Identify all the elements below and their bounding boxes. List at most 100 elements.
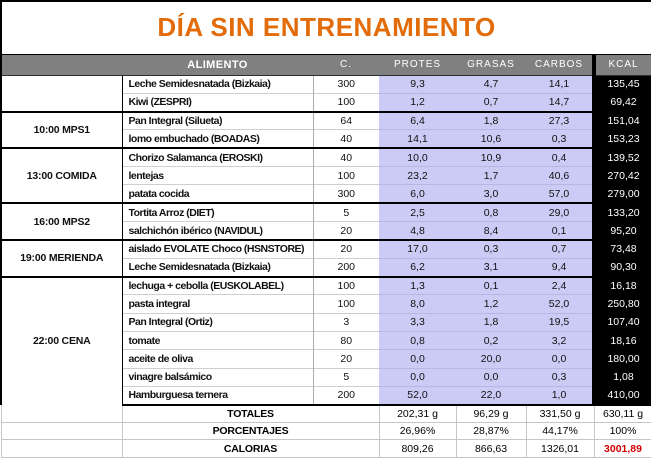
food-row: salchichón ibérico (NAVIDUL) 20 4,8 8,4 0,1 9… <box>1 221 651 240</box>
protein-cell: 0,0 <box>379 367 456 387</box>
carbs-cell: 27,3 <box>526 110 594 130</box>
food-row: Leche Semidesnatada (Bizkaia) 300 9,3 4,7 14… <box>0 75 651 112</box>
fat-cell: 10,6 <box>456 129 526 149</box>
fat-cell: 10,9 <box>456 147 526 167</box>
food-name-cell: tomate <box>122 331 314 350</box>
summary-carbs-value: 1326,01 <box>525 439 595 458</box>
col-header-protes: PROTES <box>379 54 456 76</box>
table-header-row: ALIMENTO C. PROTES GRASAS CARBOS KCAL <box>0 54 651 76</box>
protein-cell: 52,0 <box>379 386 456 406</box>
fat-cell: 0,2 <box>456 331 526 350</box>
meal-time-label: 13:00 COMIDA <box>0 147 123 204</box>
kcal-cell: 73,48 <box>591 238 651 259</box>
kcal-cell: 270,42 <box>591 166 651 185</box>
summary-label: TOTALES <box>121 404 380 423</box>
food-name-cell: vinagre balsámico <box>122 367 314 387</box>
carbs-cell: 57,0 <box>526 184 594 204</box>
kcal-cell: 133,20 <box>591 202 651 222</box>
food-row: Pan Integral (Ortiz) 3 3,3 1,8 19,5 107,40 <box>1 312 651 332</box>
fat-cell: 0,8 <box>456 202 526 222</box>
summary-carbs-value: 44,17% <box>525 422 595 441</box>
quantity-cell: 200 <box>313 386 379 406</box>
kcal-cell: 153,23 <box>591 129 651 149</box>
kcal-cell: 135,45 <box>591 75 651 94</box>
carbs-cell: 40,6 <box>526 166 594 185</box>
food-row: 13:00 COMIDA Chorizo Salamanca (EROSKI) 40… <box>0 147 651 204</box>
food-row: 10:00 MPS1 Pan Integral (Silueta) 64 6,4 1,8… <box>0 110 651 149</box>
fat-cell: 4,7 <box>456 75 526 94</box>
col-header-alimento: ALIMENTO <box>122 54 313 76</box>
food-row: 22:00 CENA lechuga + cebolla (EUSKOLABEL)… <box>0 275 651 405</box>
quantity-cell: 20 <box>313 349 379 369</box>
quantity-cell: 40 <box>313 129 379 149</box>
protein-cell: 3,3 <box>379 312 456 332</box>
carbs-cell: 0,1 <box>526 221 594 240</box>
fat-cell: 1,8 <box>456 312 526 332</box>
fat-cell: 0,3 <box>456 238 526 259</box>
food-name-cell: aceite de oliva <box>122 349 314 369</box>
food-name-cell: Kiwi (ZESPRI) <box>122 92 314 112</box>
summary-protein-value: 26,96% <box>378 422 457 441</box>
carbs-cell: 14,1 <box>526 75 594 94</box>
food-row: 16:00 MPS2 Tortita Arroz (DIET) 5 2,5 0,8 29,… <box>0 202 651 240</box>
col-header-cantidad: C. <box>313 54 379 76</box>
carbs-cell: 3,2 <box>526 331 594 350</box>
summary-label: PORCENTAJES <box>121 422 380 441</box>
kcal-cell: 180,00 <box>591 349 651 369</box>
food-row: Leche Semidesnatada (Bizkaia) 200 6,2 3,1 9,… <box>1 257 651 277</box>
col-header-grasas: GRASAS <box>456 54 526 76</box>
food-name-cell: salchichón ibérico (NAVIDUL) <box>122 221 314 240</box>
food-row: pasta integral 100 8,0 1,2 52,0 250,80 <box>1 294 651 314</box>
food-row: lomo embuchado (BOADAS) 40 14,1 10,6 0,3 153,… <box>1 129 651 149</box>
fat-cell: 22,0 <box>456 386 526 406</box>
kcal-cell: 107,40 <box>591 312 651 332</box>
food-row: Hamburguesa ternera 200 52,0 22,0 1,0 410,00 <box>1 386 651 406</box>
food-name-cell: patata cocida <box>122 184 314 204</box>
protein-cell: 14,1 <box>379 129 456 149</box>
protein-cell: 9,3 <box>379 75 456 94</box>
quantity-cell: 300 <box>337 78 356 91</box>
carbs-cell: 14,7 <box>526 92 594 112</box>
quantity-cell: 64 <box>313 110 379 130</box>
summary-fat-value: 28,87% <box>455 422 527 441</box>
quantity-cell: 20 <box>313 238 379 259</box>
quantity-cell: 3 <box>313 312 379 332</box>
summary-row: PORCENTAJES 26,96% 28,87% 44,17% 100% <box>0 422 651 441</box>
protein-cell: 1,2 <box>379 92 456 112</box>
summary-kcal-value: 630,11 g <box>593 404 651 423</box>
summary-empty-cell <box>0 404 123 423</box>
fat-cell: 1,2 <box>456 294 526 314</box>
quantity-cell: 100 <box>313 294 379 314</box>
meal-time-label: 19:00 MERIENDA <box>0 238 123 277</box>
fat-cell: 0,1 <box>456 275 526 295</box>
protein-cell: 6,4 <box>379 110 456 130</box>
quantity-cell: 5 <box>313 367 379 387</box>
meal-time-label: 16:00 MPS2 <box>0 202 123 240</box>
food-row: tomate 80 0,8 0,2 3,2 18,16 <box>1 331 651 350</box>
col-header-meal-time <box>0 54 122 76</box>
carbs-cell: 0,7 <box>526 238 594 259</box>
kcal-cell: 18,16 <box>591 331 651 350</box>
carbs-cell: 19,5 <box>526 312 594 332</box>
col-header-kcal: KCAL <box>591 54 651 76</box>
quantity-cell: 80 <box>313 331 379 350</box>
summary-row: CALORIAS 809,26 866,63 1326,01 3001,89 <box>0 439 651 458</box>
protein-cell: 6,2 <box>379 257 456 277</box>
summary-fat-value: 96,29 g <box>455 404 527 423</box>
quantity-cell: 100 <box>313 275 379 295</box>
summary-kcal-value: 3001,89 <box>593 439 651 458</box>
food-name-cell: Chorizo Salamanca (EROSKI) <box>122 147 314 167</box>
quantity-cell: 200 <box>313 257 379 277</box>
fat-cell: 1,8 <box>456 110 526 130</box>
food-name-cell: Leche Semidesnatada (Bizkaia) <box>122 75 314 94</box>
fat-cell: 20,0 <box>456 349 526 369</box>
food-name-cell: Pan Integral (Ortiz) <box>122 312 314 332</box>
meal-time-label: 22:00 CENA <box>0 275 123 405</box>
summary-row: TOTALES 202,31 g 96,29 g 331,50 g 630,11 g <box>0 404 651 423</box>
page-title: DÍA SIN ENTRENAMIENTO <box>157 12 496 43</box>
quantity-cell: 300 <box>313 184 379 204</box>
col-header-carbos: CARBOS <box>526 54 594 76</box>
protein-cell: 6,0 <box>379 184 456 204</box>
